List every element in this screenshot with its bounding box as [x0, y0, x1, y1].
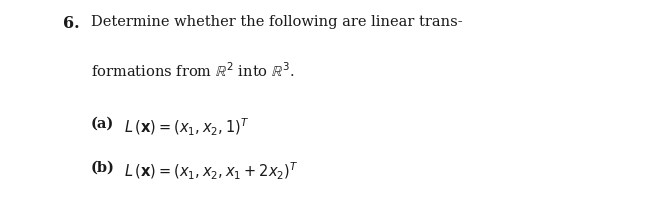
- Text: (b): (b): [91, 161, 115, 175]
- Text: formations from $\mathbb{R}^2$ into $\mathbb{R}^3$.: formations from $\mathbb{R}^2$ into $\ma…: [91, 62, 295, 80]
- Text: Determine whether the following are linear trans-: Determine whether the following are line…: [91, 15, 463, 29]
- Text: (a): (a): [91, 117, 114, 131]
- Text: $L\,(\mathbf{x}) = (x_1, x_2, x_1 + 2x_2)^T$: $L\,(\mathbf{x}) = (x_1, x_2, x_1 + 2x_2…: [124, 161, 299, 182]
- Text: $L\,(\mathbf{x}) = (x_1, x_2, 1)^T$: $L\,(\mathbf{x}) = (x_1, x_2, 1)^T$: [124, 117, 249, 138]
- Text: 6.: 6.: [63, 15, 79, 32]
